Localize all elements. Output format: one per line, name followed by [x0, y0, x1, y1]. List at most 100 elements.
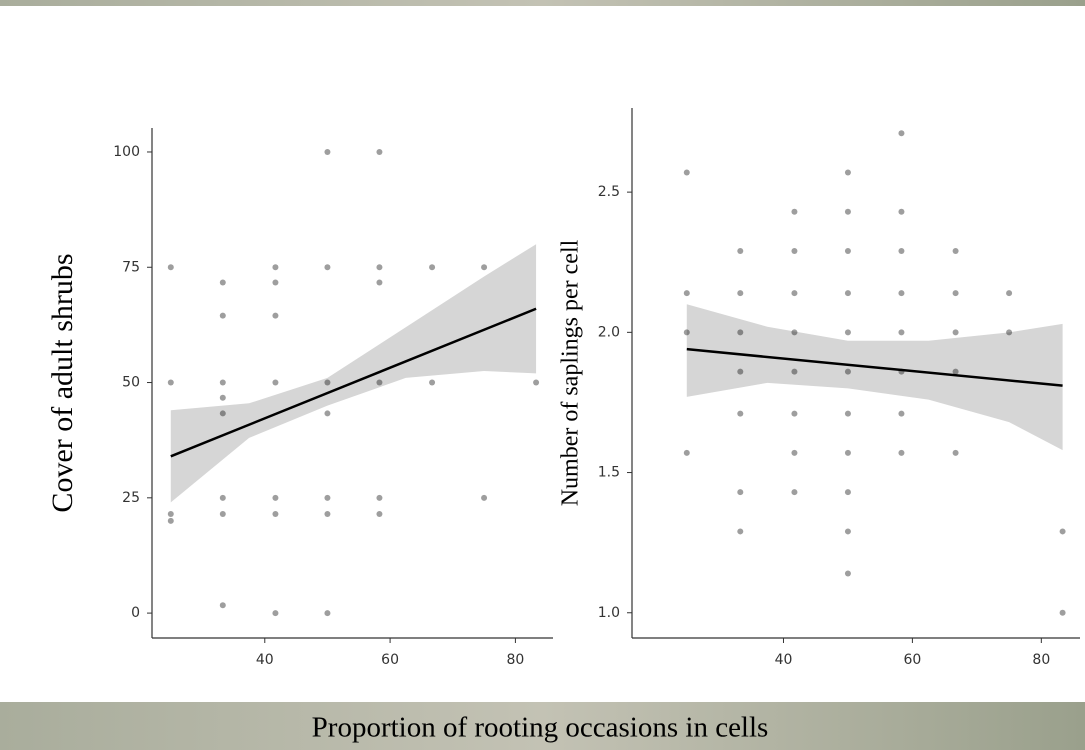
y-tick-label: 2.0: [598, 324, 620, 340]
data-point: [376, 379, 383, 386]
data-point: [791, 410, 798, 417]
x-tick-label: 40: [775, 652, 793, 668]
data-point: [898, 410, 905, 417]
data-point: [167, 517, 174, 524]
data-point: [737, 290, 744, 297]
data-point: [683, 449, 690, 456]
data-point: [898, 208, 905, 215]
data-point: [683, 290, 690, 297]
x-tick-label: 60: [381, 652, 399, 668]
data-point: [791, 489, 798, 496]
data-point: [1059, 528, 1066, 535]
data-point: [683, 169, 690, 176]
data-point: [791, 449, 798, 456]
data-point: [737, 410, 744, 417]
data-point: [219, 312, 226, 319]
data-point: [324, 510, 331, 517]
data-point: [1006, 329, 1013, 336]
background-strip: [0, 0, 1085, 6]
data-point: [272, 510, 279, 517]
data-point: [844, 368, 851, 375]
data-point: [219, 379, 226, 386]
data-point: [167, 379, 174, 386]
data-point: [844, 290, 851, 297]
confidence-band: [170, 244, 537, 503]
y-tick-label: 2.5: [598, 184, 620, 200]
data-point: [844, 489, 851, 496]
y-tick-label: 1.0: [598, 605, 620, 621]
x-tick-label: 80: [506, 652, 524, 668]
y-tick-label: 0: [131, 605, 140, 621]
data-point: [167, 510, 174, 517]
confidence-band: [686, 304, 1063, 451]
data-point: [791, 290, 798, 297]
data-point: [844, 570, 851, 577]
data-point: [219, 394, 226, 401]
data-point: [898, 290, 905, 297]
data-point: [791, 208, 798, 215]
y-axis-title: Number of saplings per cell: [558, 239, 584, 506]
y-tick-label: 100: [113, 144, 140, 160]
data-point: [376, 494, 383, 501]
data-point: [844, 329, 851, 336]
data-point: [219, 510, 226, 517]
data-point: [844, 169, 851, 176]
data-point: [952, 368, 959, 375]
x-tick-label: 80: [1032, 652, 1050, 668]
data-point: [898, 130, 905, 137]
data-point: [1006, 290, 1013, 297]
data-point: [481, 494, 488, 501]
data-point: [791, 368, 798, 375]
data-point: [272, 379, 279, 386]
data-point: [324, 494, 331, 501]
data-point: [376, 148, 383, 155]
data-point: [844, 410, 851, 417]
data-point: [952, 329, 959, 336]
y-tick-label: 25: [122, 490, 140, 506]
data-point: [219, 494, 226, 501]
data-point: [533, 379, 540, 386]
data-point: [219, 279, 226, 286]
data-point: [272, 279, 279, 286]
data-point: [1059, 609, 1066, 616]
y-tick-label: 50: [122, 375, 140, 391]
data-point: [898, 449, 905, 456]
data-point: [737, 489, 744, 496]
data-point: [376, 510, 383, 517]
x-axis-title: Proportion of rooting occasions in cells: [312, 712, 769, 744]
data-point: [324, 264, 331, 271]
data-point: [272, 312, 279, 319]
data-point: [324, 410, 331, 417]
fit-line: [686, 347, 1063, 387]
data-point: [737, 329, 744, 336]
data-point: [429, 264, 436, 271]
data-point: [324, 379, 331, 386]
data-point: [952, 449, 959, 456]
data-point: [952, 248, 959, 255]
data-point: [272, 610, 279, 617]
data-point: [272, 264, 279, 271]
y-axis-title: Cover of adult shrubs: [46, 253, 79, 512]
data-point: [844, 449, 851, 456]
data-point: [167, 264, 174, 271]
y-tick-label: 75: [122, 259, 140, 275]
data-point: [376, 279, 383, 286]
data-point: [324, 148, 331, 155]
data-point: [898, 248, 905, 255]
data-point: [737, 528, 744, 535]
data-point: [376, 264, 383, 271]
data-point: [324, 610, 331, 617]
data-point: [844, 248, 851, 255]
data-point: [481, 264, 488, 271]
x-tick-label: 60: [903, 652, 921, 668]
data-point: [272, 494, 279, 501]
data-point: [791, 329, 798, 336]
fit-line: [170, 307, 537, 458]
background-strip: [0, 702, 1085, 750]
data-point: [898, 329, 905, 336]
data-point: [844, 528, 851, 535]
data-point: [219, 602, 226, 609]
data-point: [737, 368, 744, 375]
